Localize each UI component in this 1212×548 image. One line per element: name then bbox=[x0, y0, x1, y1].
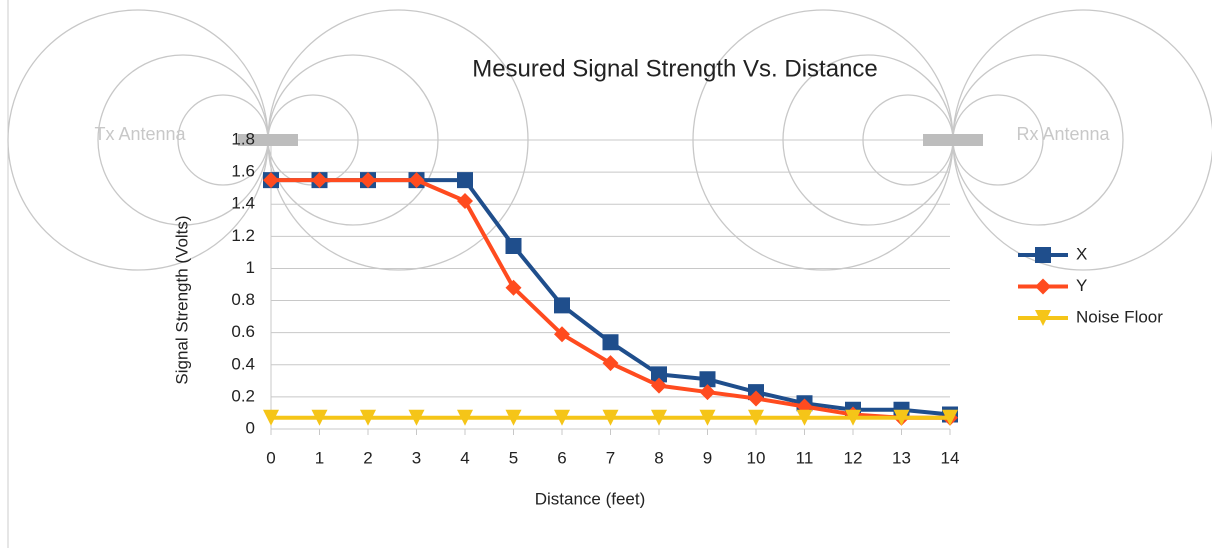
x-tick-label: 10 bbox=[747, 448, 766, 467]
chart: Tx Antenna Rx Antenna Mesured Signal Str… bbox=[0, 0, 1212, 548]
x-tick-label: 4 bbox=[460, 448, 469, 467]
y-axis-label: Signal Strength (Volts) bbox=[172, 215, 191, 384]
x-tick-label: 3 bbox=[412, 448, 421, 467]
legend-label: Y bbox=[1076, 276, 1087, 295]
marker bbox=[603, 334, 619, 350]
x-tick-label: 1 bbox=[315, 448, 324, 467]
y-tick-label: 1.8 bbox=[231, 129, 255, 148]
y-tick-label: 1.6 bbox=[231, 162, 255, 181]
rx-antenna bbox=[923, 134, 983, 146]
y-tick-label: 1.4 bbox=[231, 194, 255, 213]
marker bbox=[457, 193, 473, 209]
legend-marker bbox=[1035, 279, 1051, 295]
y-tick-label: 0.2 bbox=[231, 386, 255, 405]
legend-label: X bbox=[1076, 244, 1087, 263]
x-axis-label: Distance (feet) bbox=[535, 489, 646, 508]
marker bbox=[506, 238, 522, 254]
legend-marker bbox=[1035, 247, 1051, 263]
x-tick-label: 8 bbox=[654, 448, 663, 467]
annotation: Rx Antenna bbox=[1016, 124, 1110, 144]
annotation: Tx Antenna bbox=[94, 124, 186, 144]
y-tick-label: 1.2 bbox=[231, 226, 255, 245]
y-tick-label: 0 bbox=[246, 418, 255, 437]
marker bbox=[554, 297, 570, 313]
series-line bbox=[271, 180, 950, 418]
x-tick-label: 13 bbox=[892, 448, 911, 467]
x-tick-label: 0 bbox=[266, 448, 275, 467]
x-tick-label: 6 bbox=[557, 448, 566, 467]
x-tick-label: 11 bbox=[796, 448, 814, 467]
chart-title: Mesured Signal Strength Vs. Distance bbox=[472, 55, 878, 82]
y-tick-label: 1 bbox=[246, 258, 255, 277]
x-tick-label: 12 bbox=[844, 448, 863, 467]
legend-label: Noise Floor bbox=[1076, 307, 1163, 326]
y-tick-label: 0.6 bbox=[231, 322, 255, 341]
x-tick-label: 14 bbox=[941, 448, 960, 467]
x-tick-label: 9 bbox=[703, 448, 712, 467]
marker bbox=[457, 172, 473, 188]
y-tick-label: 0.4 bbox=[231, 354, 255, 373]
series-line bbox=[271, 180, 950, 414]
x-tick-label: 5 bbox=[509, 448, 518, 467]
y-tick-label: 0.8 bbox=[231, 290, 255, 309]
x-tick-label: 2 bbox=[363, 448, 372, 467]
x-tick-label: 7 bbox=[606, 448, 615, 467]
